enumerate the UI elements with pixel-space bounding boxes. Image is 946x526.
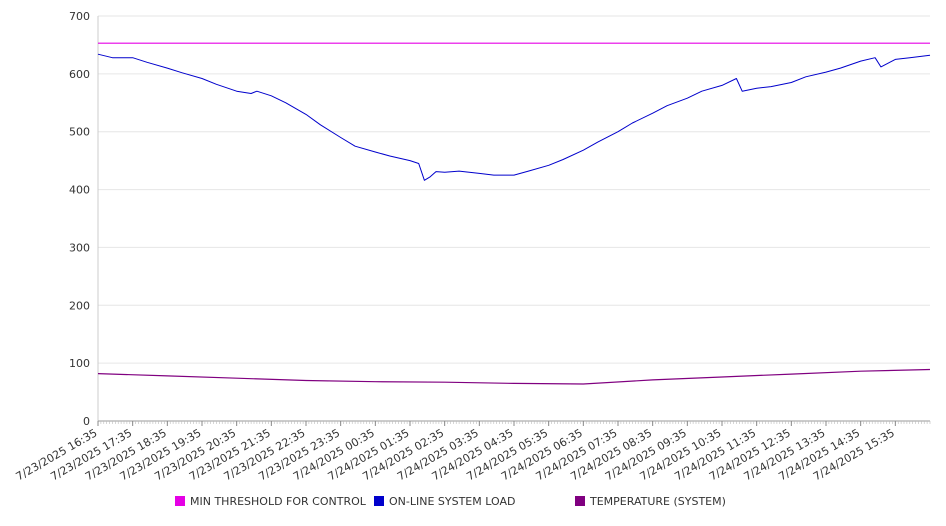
y-tick-label: 100: [69, 357, 90, 370]
y-tick-label: 500: [69, 126, 90, 139]
y-tick-label: 700: [69, 10, 90, 23]
y-tick-label: 200: [69, 299, 90, 312]
legend-swatch: [575, 496, 585, 506]
legend-entry-label: ON-LINE SYSTEM LOAD: [389, 495, 515, 508]
series-line-2: [97, 53, 931, 181]
legend-swatch: [175, 496, 185, 506]
legend-swatch: [374, 496, 384, 506]
y-tick-label: 600: [69, 68, 90, 81]
y-tick-label: 300: [69, 241, 90, 254]
y-tick-label: 0: [83, 415, 90, 428]
legend-entry-label: TEMPERATURE (SYSTEM): [589, 495, 726, 508]
series-line-3: [97, 368, 931, 385]
legend-entry-label: MIN THRESHOLD FOR CONTROL: [190, 495, 367, 508]
y-tick-label: 400: [69, 184, 90, 197]
